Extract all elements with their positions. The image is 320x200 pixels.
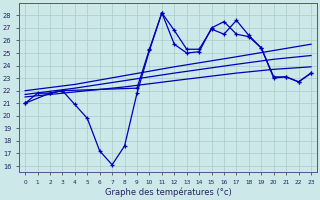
X-axis label: Graphe des températures (°c): Graphe des températures (°c) xyxy=(105,188,231,197)
